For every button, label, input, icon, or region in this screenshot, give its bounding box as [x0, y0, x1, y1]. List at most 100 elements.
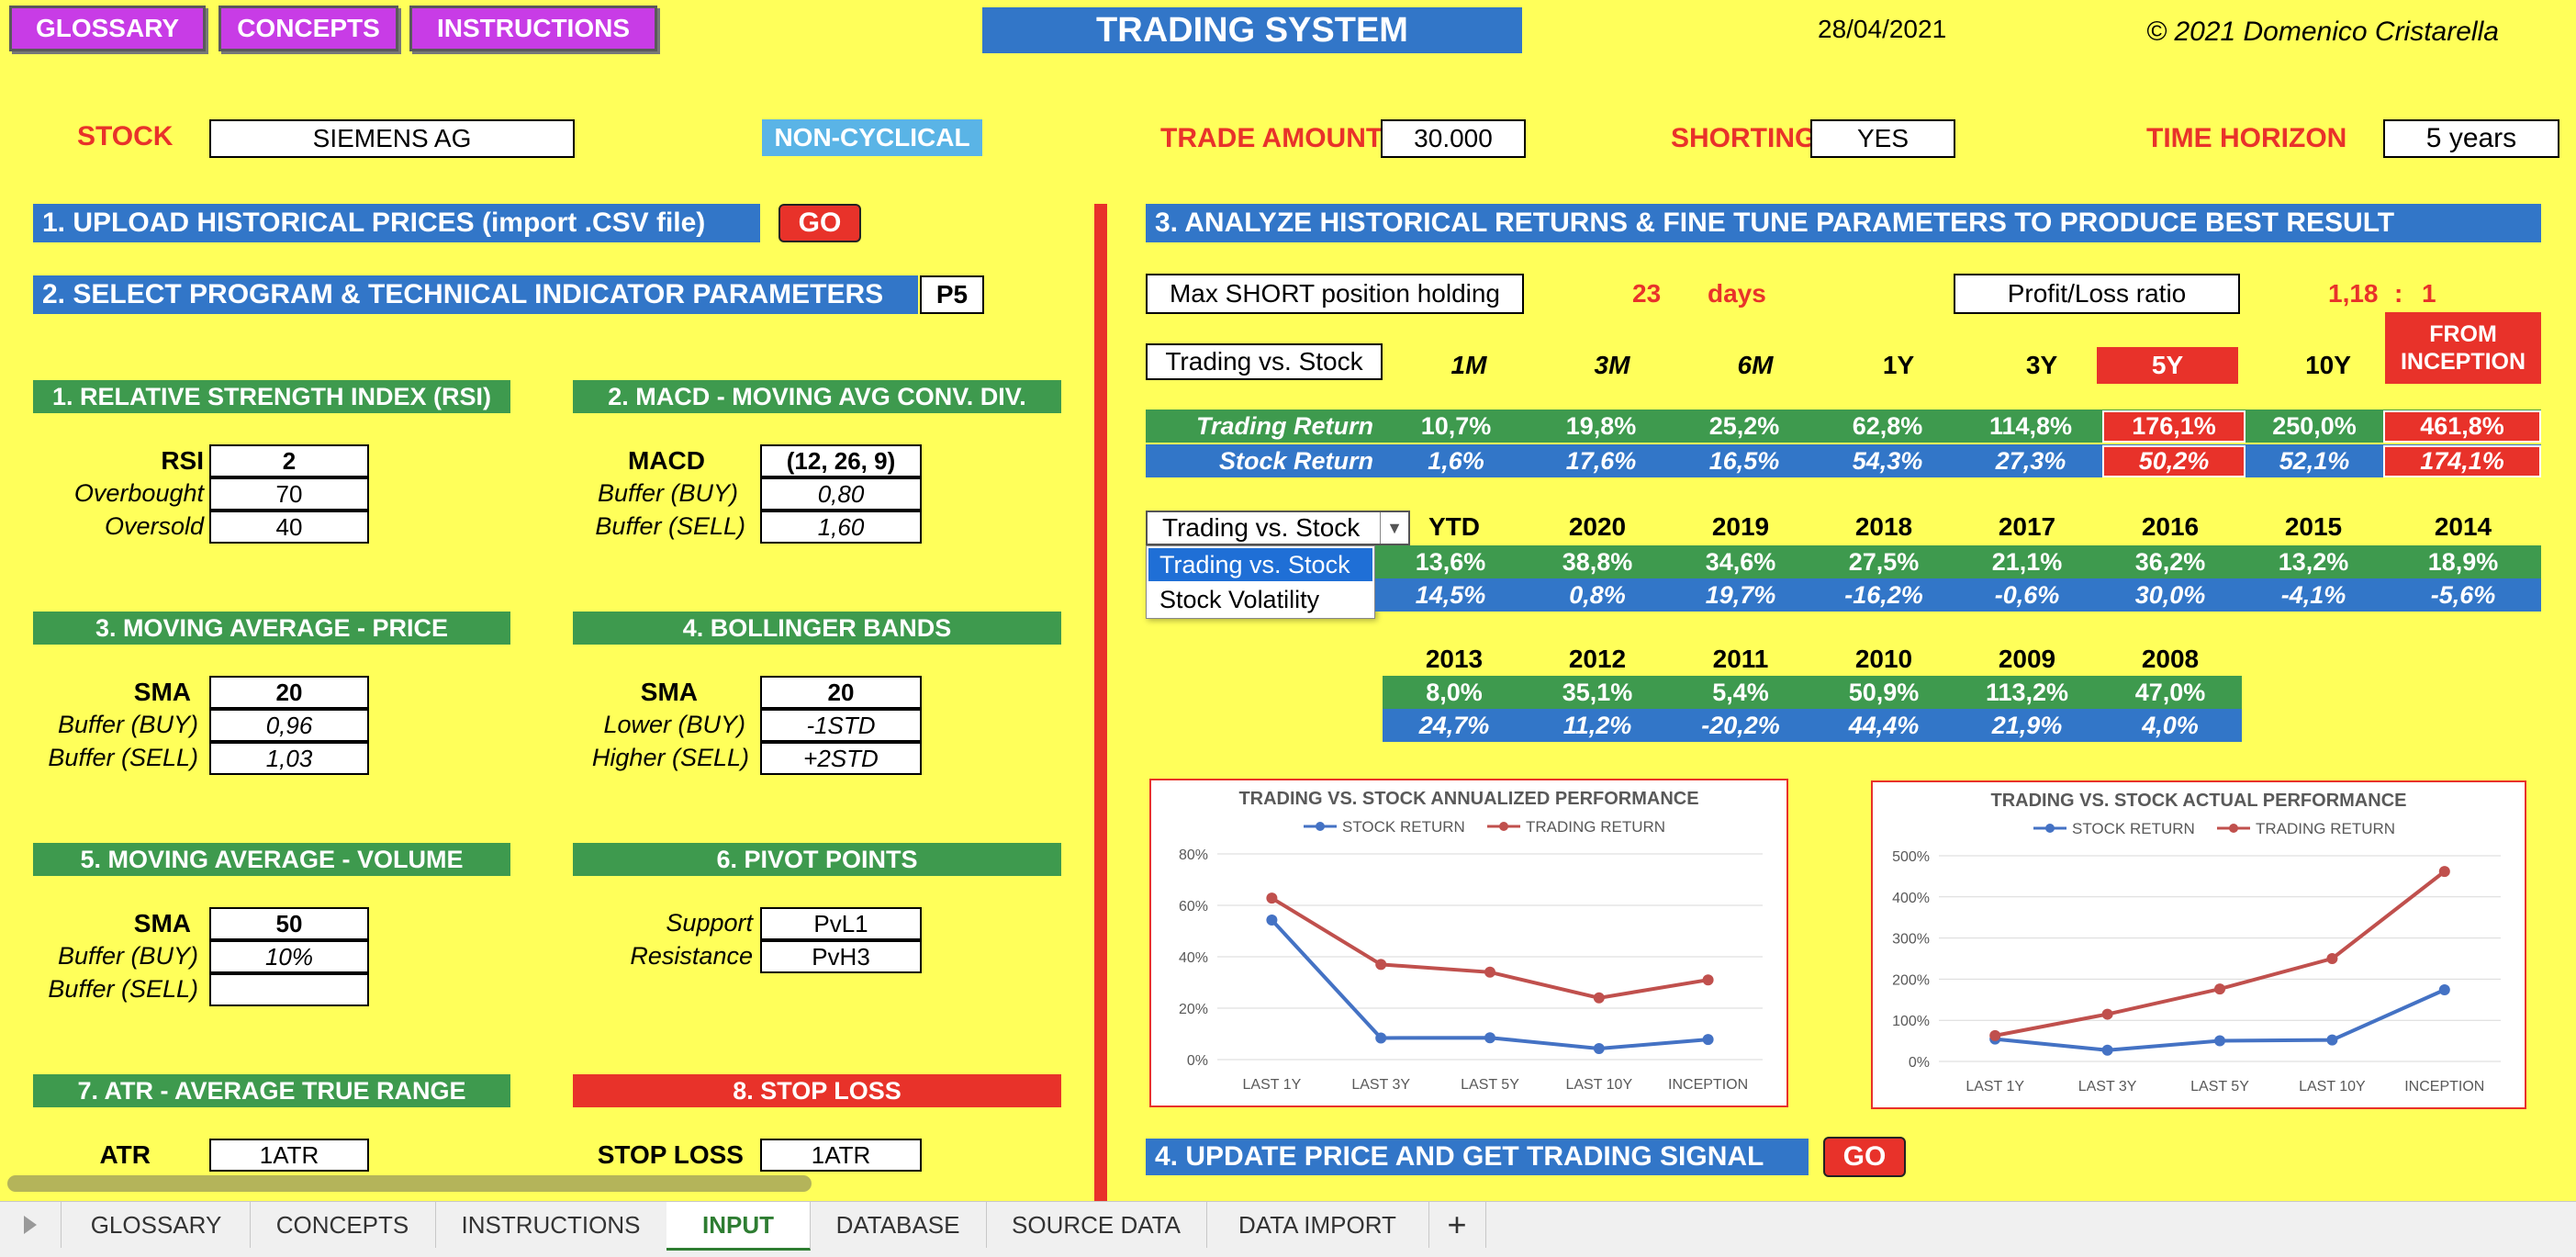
program-field[interactable]: P5	[920, 275, 984, 314]
x-tick-label: LAST 3Y	[1351, 1077, 1410, 1093]
time-horizon-field[interactable]: 5 years	[2383, 119, 2559, 158]
bollinger-lower-field[interactable]: -1STD	[760, 709, 922, 742]
sheet-tab-bar: GLOSSARY CONCEPTS INSTRUCTIONS INPUT DAT…	[0, 1201, 2576, 1257]
stock-return-cell: 27,3%	[1995, 446, 2066, 475]
period-header: 10Y	[2305, 351, 2351, 379]
series-line	[1271, 896, 1708, 1000]
trading-return-cell: 10,7%	[1420, 411, 1492, 440]
stock-return-cell-inception: 174,1%	[2383, 444, 2541, 477]
atr-field[interactable]: 1ATR	[209, 1139, 369, 1172]
year-stock-cell: -16,2%	[1844, 580, 1923, 609]
year-header: 2010	[1854, 645, 1913, 673]
year-trading-cell: 113,2%	[1985, 678, 2069, 706]
period-selector[interactable]: Trading vs. Stock	[1146, 343, 1383, 380]
macd-header: 2. MACD - MOVING AVG CONV. DIV.	[573, 380, 1061, 413]
trade-amount-label: TRADE AMOUNT	[1160, 123, 1383, 153]
signal-go-button[interactable]: GO	[1823, 1137, 1906, 1177]
years-dropdown[interactable]: Trading vs. Stock ▼	[1146, 511, 1410, 545]
data-point	[1702, 974, 1714, 986]
legend-label: TRADING RETURN	[2256, 820, 2395, 837]
ma-price-sell-field[interactable]: 1,03	[209, 742, 369, 775]
max-short-label: Max SHORT position holding	[1146, 274, 1524, 314]
macd-sell-field[interactable]: 1,60	[760, 511, 922, 544]
tab-input[interactable]: INPUT	[666, 1202, 811, 1251]
data-point	[2326, 1034, 2338, 1046]
pl-ratio-value: 1,18	[2328, 279, 2379, 308]
play-icon	[24, 1216, 37, 1234]
year-stock-cell: 14,5%	[1415, 580, 1486, 609]
copyright: © 2021 Domenico Cristarella	[2146, 17, 2499, 47]
year-trading-cell: 13,6%	[1415, 547, 1486, 576]
macd-buy-field[interactable]: 0,80	[760, 477, 922, 511]
ma-price-header: 3. MOVING AVERAGE - PRICE	[33, 612, 510, 645]
chevron-down-icon[interactable]: ▼	[1380, 512, 1408, 544]
macd-field[interactable]: (12, 26, 9)	[760, 444, 922, 477]
tab-glossary[interactable]: GLOSSARY	[62, 1202, 251, 1248]
trading-return-cell: 250,0%	[2272, 411, 2357, 440]
oversold-field[interactable]: 40	[209, 511, 369, 544]
ma-volume-sell-field[interactable]	[209, 973, 369, 1006]
year-stock-cell: 19,7%	[1705, 580, 1776, 609]
stock-field[interactable]: SIEMENS AG	[209, 119, 575, 158]
glossary-button[interactable]: GLOSSARY	[9, 6, 206, 51]
tab-database[interactable]: DATABASE	[810, 1202, 987, 1248]
legend-marker	[1499, 822, 1508, 831]
dropdown-option[interactable]: Stock Volatility	[1159, 585, 1320, 613]
ma-price-sma-field[interactable]: 20	[209, 676, 369, 709]
legend-marker	[2229, 824, 2238, 833]
year-trading-cell: 50,9%	[1848, 678, 1920, 706]
period-header: 3M	[1594, 351, 1630, 379]
ma-price-buy-field[interactable]: 0,96	[209, 709, 369, 742]
tab-nav-arrow[interactable]	[0, 1202, 62, 1248]
trading-return-row: Trading Return 10,7% 19,8% 25,2% 62,8% 1…	[1146, 410, 2541, 443]
ma-volume-sma-field[interactable]: 50	[209, 907, 369, 940]
y-tick-label: 0%	[1187, 1053, 1208, 1069]
pl-ratio-label: Profit/Loss ratio	[1954, 274, 2240, 314]
data-point	[2326, 953, 2338, 964]
dropdown-option-selected[interactable]: Trading vs. Stock	[1148, 548, 1372, 581]
horizontal-scrollbar[interactable]	[7, 1175, 812, 1192]
tab-data-import[interactable]: DATA IMPORT	[1206, 1202, 1429, 1248]
year-header: 2017	[1998, 512, 2056, 541]
add-sheet-button[interactable]: +	[1428, 1202, 1486, 1248]
ma-volume-buy-field[interactable]: 10%	[209, 940, 369, 973]
pivot-resistance-field[interactable]: PvH3	[760, 940, 922, 973]
legend-marker	[1316, 822, 1325, 831]
legend-entry: STOCK RETURN	[2033, 820, 2195, 837]
trade-amount-field[interactable]: 30.000	[1381, 119, 1526, 158]
ma-volume-header: 5. MOVING AVERAGE - VOLUME	[33, 843, 510, 876]
year-trading-cell: 36,2%	[2134, 547, 2206, 576]
year-trading-cell: 21,1%	[1991, 547, 2063, 576]
overbought-field[interactable]: 70	[209, 477, 369, 511]
year-header: 2009	[1998, 645, 2056, 673]
x-tick-label: LAST 1Y	[1243, 1077, 1302, 1093]
y-tick-label: 200%	[1892, 972, 1930, 988]
section-divider	[1094, 204, 1107, 1201]
x-tick-label: LAST 1Y	[1966, 1079, 2024, 1094]
shorting-field[interactable]: YES	[1810, 119, 1955, 158]
stoploss-field[interactable]: 1ATR	[760, 1139, 922, 1172]
year-stock-cell: -4,1%	[2280, 580, 2346, 609]
rsi-field[interactable]: 2	[209, 444, 369, 477]
data-point	[1484, 1032, 1495, 1044]
stoploss-header: 8. STOP LOSS	[573, 1074, 1061, 1107]
tab-concepts[interactable]: CONCEPTS	[250, 1202, 436, 1248]
stock-return-cell: 1,6%	[1428, 446, 1484, 475]
legend-label: STOCK RETURN	[2072, 820, 2195, 837]
year-stock-cell: 11,2%	[1562, 711, 1632, 739]
tab-instructions[interactable]: INSTRUCTIONS	[435, 1202, 667, 1248]
y-tick-label: 60%	[1179, 899, 1208, 915]
pivot-support-field[interactable]: PvL1	[760, 907, 922, 940]
tab-source-data[interactable]: SOURCE DATA	[986, 1202, 1207, 1248]
legend-label: STOCK RETURN	[1342, 818, 1465, 836]
years-trading-row: 13,6% 38,8% 34,6% 27,5% 21,1% 36,2% 13,2…	[1375, 545, 2541, 578]
concepts-button[interactable]: CONCEPTS	[218, 6, 398, 51]
upload-go-button[interactable]: GO	[778, 204, 861, 242]
x-tick-label: LAST 5Y	[1461, 1077, 1519, 1093]
year-header: 2012	[1568, 645, 1627, 673]
instructions-button[interactable]: INSTRUCTIONS	[409, 6, 657, 51]
bollinger-higher-field[interactable]: +2STD	[760, 742, 922, 775]
bollinger-sma-field[interactable]: 20	[760, 676, 922, 709]
stock-return-cell: 17,6%	[1565, 446, 1637, 475]
pivot-resistance-label: Resistance	[630, 942, 753, 970]
